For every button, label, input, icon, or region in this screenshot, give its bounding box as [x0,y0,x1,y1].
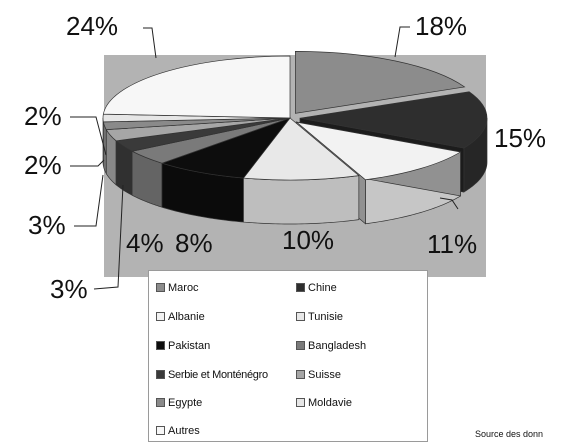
percent-label: 2% [24,150,62,180]
leader-lines [70,26,459,290]
leader-line [74,174,104,227]
percent-label: 10% [282,225,334,255]
legend-swatch [296,398,305,407]
legend-label: Maroc [168,282,199,294]
legend-label: Egypte [168,397,203,409]
pie-slice-side [243,175,360,225]
legend-item-autres: Autres [156,425,200,438]
legend-label: Suisse [308,369,342,381]
source-note: Source des donn [475,429,544,439]
legend-item-albanie: Albanie [156,311,205,324]
legend-swatch [296,283,305,292]
percent-label: 4% [126,228,164,258]
legend-item-tunisie: Tunisie [296,311,343,324]
percent-label: 3% [28,210,66,240]
pie-slice-chine [299,91,488,149]
percent-label: 8% [175,228,213,258]
leader-line [70,116,107,156]
legend-swatch [156,426,165,435]
legend-item-chine: Chine [296,282,337,295]
legend-item-serbie: Serbie et Monténégro [156,369,268,382]
legend-label: Autres [168,425,200,437]
legend-swatch [156,312,165,321]
percent-label: 24% [66,11,118,41]
legend-item-suisse: Suisse [296,369,341,382]
leader-line [394,26,410,58]
chart-legend: Maroc Chine Albanie Tunisie Pakistan Ban… [148,270,428,442]
percent-labels: 18% 15% 11% 10% 8% 4% 3% 3% 2% 2% 24% [24,11,546,304]
legend-label: Serbie et Monténégro [168,369,268,381]
leader-line [70,159,105,167]
legend-item-maroc: Maroc [156,282,199,295]
percent-label: 15% [494,123,546,153]
leader-line [143,27,157,59]
leader-line [439,197,459,210]
legend-swatch [156,398,165,407]
leader-line [93,184,124,290]
legend-label: Tunisie [308,311,344,323]
legend-label: Chine [308,282,337,294]
legend-swatch [156,370,165,379]
legend-label: Bangladesh [308,340,367,352]
legend-swatch [156,283,165,292]
pie-slice-tunisie [242,117,360,181]
legend-swatch [156,341,165,350]
legend-swatch [296,341,305,350]
pie-tops [102,51,488,181]
percent-label: 11% [427,229,477,259]
legend-item-bangladesh: Bangladesh [296,340,366,353]
pie-slice-albanie [295,121,462,181]
legend-label: Pakistan [168,340,211,352]
legend-item-egypte: Egypte [156,397,202,410]
legend-label: Moldavie [308,397,353,409]
legend-item-moldavie: Moldavie [296,397,352,410]
percent-label: 2% [24,101,62,131]
pie-slice-pakistan [160,117,292,179]
pie-slice-autres [102,55,291,119]
legend-item-pakistan: Pakistan [156,340,210,353]
legend-label: Albanie [168,311,205,323]
pie-slice-maroc [295,51,466,114]
percent-label: 18% [415,11,467,41]
percent-label: 3% [50,274,88,304]
legend-swatch [296,370,305,379]
legend-swatch [296,312,305,321]
